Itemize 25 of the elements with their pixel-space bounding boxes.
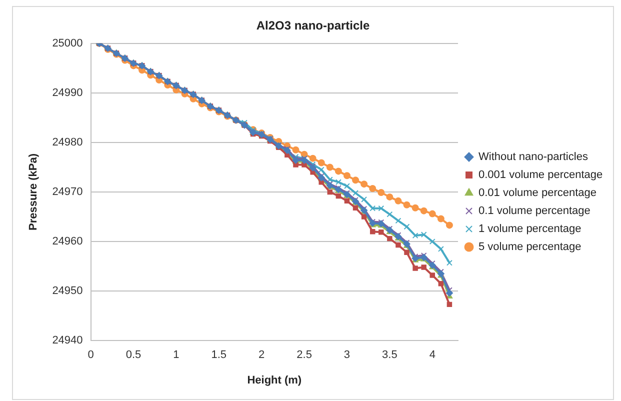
x-tick-label: 2 bbox=[258, 349, 265, 362]
x-tick-label: 3 bbox=[344, 349, 350, 362]
chart-title: Al2O3 nano-particle bbox=[256, 18, 370, 33]
x-axis-title: Height (m) bbox=[247, 374, 302, 386]
x-tick-label: 0.5 bbox=[126, 349, 142, 362]
y-tick-label: 24940 bbox=[52, 334, 83, 347]
x-tick-label: 2.5 bbox=[296, 349, 312, 362]
legend-label: 5 volume percentage bbox=[478, 241, 582, 254]
y-tick-label: 24960 bbox=[52, 236, 83, 248]
x-tick-label: 0 bbox=[88, 349, 94, 362]
x-tick-label: 3.5 bbox=[382, 349, 398, 362]
y-tick-label: 24980 bbox=[52, 136, 83, 148]
legend-label: 0.1 volume percentage bbox=[478, 205, 590, 218]
x-tick-label: 4 bbox=[429, 349, 436, 362]
y-tick-label: 24950 bbox=[52, 285, 83, 298]
y-axis-title: Pressure (kPa) bbox=[28, 153, 40, 231]
y-tick-label: 24970 bbox=[52, 186, 83, 198]
legend-label: 0.01 volume percentage bbox=[478, 187, 597, 200]
y-tick-label: 25000 bbox=[52, 37, 83, 50]
legend-label: 1 volume percentage bbox=[478, 223, 582, 236]
y-tick-label: 24990 bbox=[52, 86, 83, 99]
legend-label: 0.001 volume percentage bbox=[478, 169, 603, 182]
x-tick-label: 1 bbox=[173, 349, 180, 362]
legend-label: Without nano-particles bbox=[478, 151, 588, 164]
x-tick-label: 1.5 bbox=[211, 349, 227, 362]
